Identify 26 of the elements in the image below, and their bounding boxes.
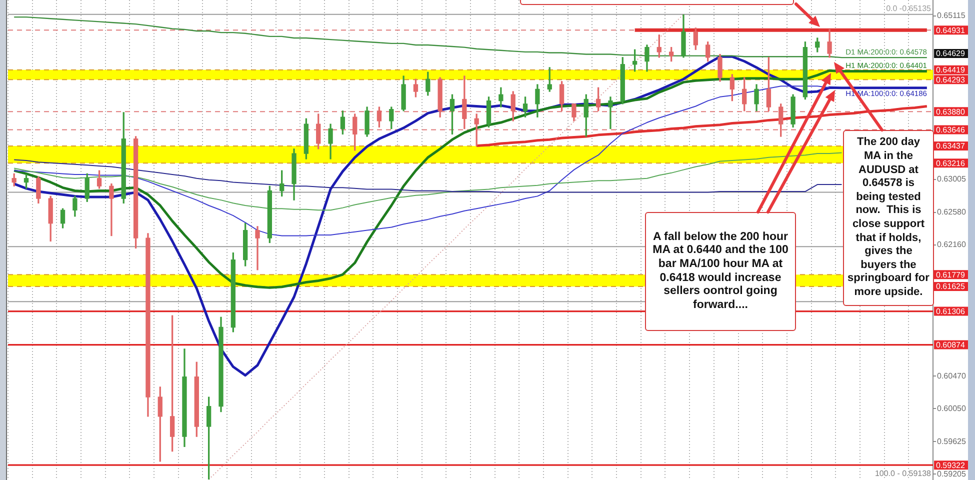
y-tick-label: 0.62160 [937, 240, 966, 250]
ref-line-label: 0.64419 [936, 66, 966, 75]
annotation: 100.0 - 0.59138 [874, 469, 931, 479]
annotation: 0.0 -0.65135 [886, 4, 932, 14]
y-tick-label: 0.59205 [937, 469, 966, 478]
y-tick-label: 0.59625 [937, 436, 966, 446]
ref-line-label: 0.59322 [936, 460, 966, 470]
ref-line-label: 0.63880 [936, 107, 966, 116]
ref-line-label: 0.63646 [936, 126, 966, 135]
y-tick-label: 0.60470 [937, 371, 966, 380]
ref-line-label: 0.61625 [936, 282, 966, 292]
ref-line-label: 0.61306 [936, 306, 966, 316]
ref-line-label: 0.60874 [936, 340, 966, 350]
ref-line-label: 0.64931 [936, 26, 966, 35]
text: 0.64629 [934, 49, 968, 58]
callout-box: A fall below the 200 hour MA at 0.6440 and the 100 bar MA/100 hour MA at 0.6418 would increase sellers oontrol going forward.... [645, 212, 796, 331]
y-tick-label: 0.65115 [937, 11, 966, 20]
y-tick-label: 0.63005 [937, 174, 966, 184]
y-tick-label: 0.62580 [937, 208, 966, 217]
ref-line-label: 0.61779 [936, 270, 966, 280]
ref-line-label: 0.63216 [936, 158, 966, 168]
callout-box: The 200 day MA in the AUDUSD at 0.64578 is being tested now. This is close support that if holds, gives the buyers the springboard for more upside. [843, 130, 934, 306]
annotation: A fall below the 200 hour MA at 0.6440 and the 100 bar MA/100 hour MA at 0.6418 would increase sellers oontrol going forward.... [652, 230, 790, 312]
y-tick-label: 0.60050 [937, 404, 966, 413]
ref-line-label: 0.64293 [936, 75, 966, 84]
ref-line-label: 0.63437 [936, 142, 966, 151]
